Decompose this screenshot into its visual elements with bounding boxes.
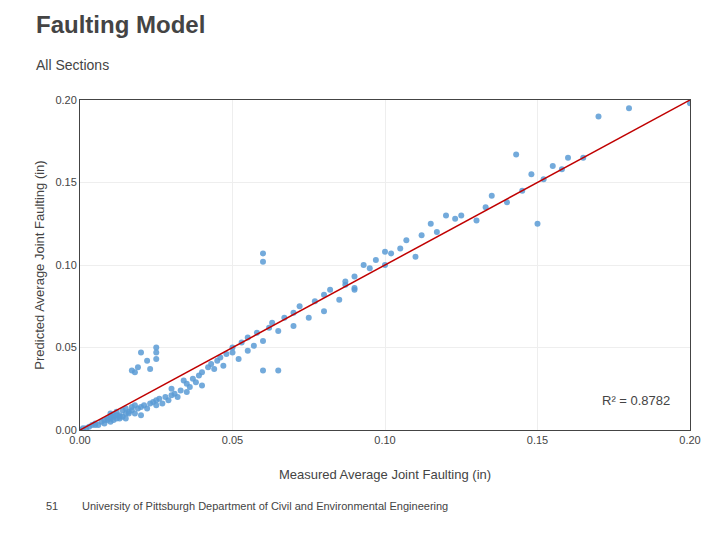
svg-text:51: 51 xyxy=(46,500,58,512)
svg-text:Measured Average Joint Faultin: Measured Average Joint Faulting (in) xyxy=(279,467,491,482)
svg-text:0.20: 0.20 xyxy=(679,434,700,446)
svg-text:R² = 0.8782: R² = 0.8782 xyxy=(602,393,670,408)
svg-text:0.20: 0.20 xyxy=(55,94,76,106)
svg-text:0.10: 0.10 xyxy=(374,434,395,446)
svg-text:0.00: 0.00 xyxy=(55,424,76,436)
svg-text:Predicted Average Joint Faulti: Predicted Average Joint Faulting (in) xyxy=(32,160,47,369)
svg-text:0.05: 0.05 xyxy=(222,434,243,446)
svg-text:0.15: 0.15 xyxy=(55,176,76,188)
svg-text:0.00: 0.00 xyxy=(69,434,90,446)
svg-text:0.10: 0.10 xyxy=(55,259,76,271)
svg-text:University of Pittsburgh Depar: University of Pittsburgh Department of C… xyxy=(82,500,448,512)
svg-text:0.15: 0.15 xyxy=(527,434,548,446)
svg-text:0.05: 0.05 xyxy=(55,341,76,353)
svg-text:Faulting Model: Faulting Model xyxy=(36,11,205,38)
svg-text:All Sections: All Sections xyxy=(36,57,109,73)
